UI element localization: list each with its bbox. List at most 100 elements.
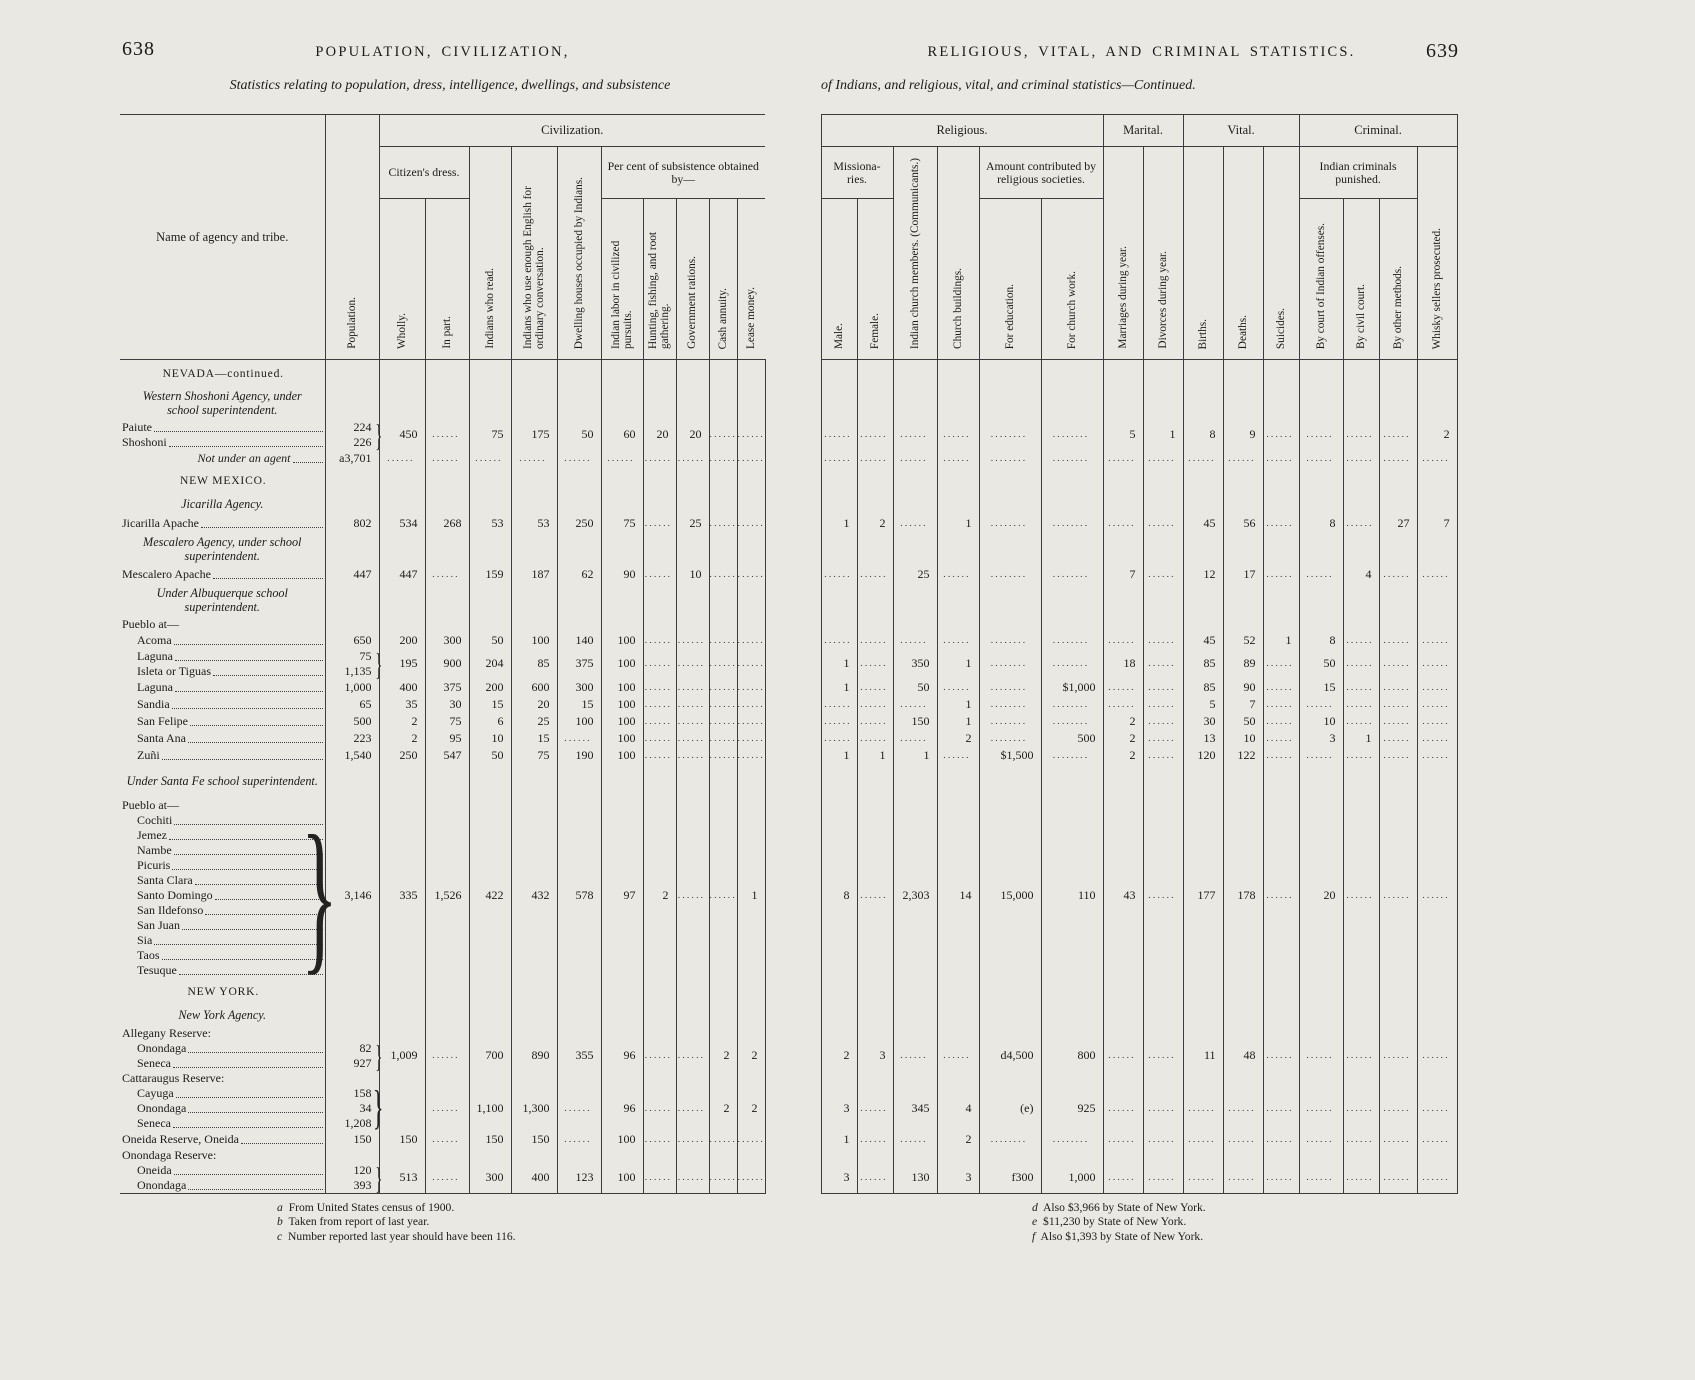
col-header-dwellings: Dwelling houses occupied by Indians. bbox=[556, 146, 601, 360]
cell-labor: ...... bbox=[600, 449, 643, 467]
cell-labor: 96 bbox=[600, 1085, 643, 1131]
gutter-cell bbox=[764, 729, 822, 747]
cell-value: 1,100 bbox=[476, 1100, 504, 1115]
cell-civil: 4 bbox=[1342, 565, 1380, 583]
cell-value: 35 bbox=[405, 696, 418, 711]
cell-labor: 100 bbox=[600, 1162, 643, 1193]
gutter-cell bbox=[764, 565, 822, 583]
cell-value: 578 bbox=[575, 887, 594, 902]
cell-rations bbox=[675, 1070, 709, 1086]
data-row: Isleta or Tiguas 1,135 bbox=[120, 663, 1457, 679]
no-data-dots: ...... bbox=[737, 1173, 765, 1183]
no-data-dots: ...... bbox=[737, 430, 765, 440]
no-data-dots: ...... bbox=[1306, 1173, 1334, 1183]
cell-read: 159 bbox=[468, 565, 511, 583]
cell-english bbox=[510, 1025, 557, 1041]
row-name-cell: San Juan bbox=[120, 918, 325, 933]
cell-members: 150 bbox=[892, 712, 937, 730]
cell-value: 15 bbox=[1323, 679, 1336, 694]
cell-female bbox=[856, 531, 893, 566]
no-data-dots: ...... bbox=[860, 1103, 888, 1114]
cell-deaths bbox=[1222, 582, 1264, 617]
cell-value: 62 bbox=[581, 566, 594, 581]
cell-church-work bbox=[1040, 492, 1104, 515]
bottom-rule-cell bbox=[425, 1192, 469, 1194]
cell-male bbox=[820, 616, 857, 632]
no-data-dots: ...... bbox=[677, 699, 706, 710]
cell-value: 355 bbox=[575, 1048, 594, 1062]
cell-in-part: ...... bbox=[424, 1162, 469, 1193]
cell-church-work bbox=[1040, 1025, 1104, 1041]
cell-members bbox=[892, 466, 937, 493]
cell-deaths: 48 bbox=[1222, 1040, 1264, 1071]
cell-female: ...... bbox=[856, 419, 893, 450]
cell-female bbox=[856, 616, 893, 632]
dot-leader bbox=[174, 690, 323, 692]
cell-hunting: ...... bbox=[642, 565, 676, 583]
row-name-cell: Allegany Reserve: bbox=[120, 1026, 325, 1041]
cell-members: ...... bbox=[892, 631, 937, 649]
cell-divorces bbox=[1142, 797, 1184, 813]
cell-wholly: } 195 bbox=[375, 648, 425, 680]
bottom-rule-cell bbox=[601, 1192, 643, 1194]
cell-read: 200 bbox=[468, 678, 511, 696]
cell-education bbox=[978, 531, 1041, 566]
cell-in-part: 75 bbox=[424, 712, 469, 730]
tribe-name: Cochiti bbox=[137, 812, 173, 827]
cell-annuity bbox=[708, 616, 737, 632]
cell-wholly bbox=[378, 977, 425, 1004]
no-data-dots: ...... bbox=[1266, 518, 1294, 529]
cell-value: 10 bbox=[1323, 713, 1336, 728]
cell-other: ...... bbox=[1378, 631, 1418, 649]
gutter-cell bbox=[764, 385, 822, 420]
cell-lease: ...... bbox=[736, 1162, 765, 1193]
group-religious: Religious. bbox=[820, 114, 1104, 147]
cell-value: 45 bbox=[1203, 632, 1216, 647]
group-vital: Vital. bbox=[1182, 114, 1300, 147]
no-data-dots: ...... bbox=[860, 682, 888, 693]
cell-births: 13 bbox=[1182, 729, 1224, 747]
row-name-cell: Seneca bbox=[120, 1056, 325, 1071]
no-data-dots: ...... bbox=[1346, 699, 1374, 710]
cell-court: ...... bbox=[1298, 695, 1344, 713]
cell-dwellings: 375 bbox=[556, 648, 601, 679]
cell-court: ...... bbox=[1298, 565, 1344, 583]
cell-suicides bbox=[1262, 763, 1300, 798]
header-groups-row: Name of agency and tribe. Population. Ci… bbox=[120, 114, 1458, 360]
cell-civil bbox=[1342, 1070, 1380, 1086]
cell-value: 50 bbox=[491, 747, 504, 762]
cell-hunting: 2 bbox=[642, 812, 676, 978]
no-data-dots: ...... bbox=[1346, 1103, 1374, 1114]
cell-rations bbox=[675, 797, 709, 813]
cell-marriages: 43 bbox=[1102, 812, 1144, 978]
cell-wholly bbox=[378, 582, 425, 617]
cell-population: 500 bbox=[324, 712, 379, 730]
agency-row: Mescalero Agency, under school superinte… bbox=[120, 531, 1458, 566]
group-label-row: Onondaga Reserve: bbox=[120, 1147, 1458, 1163]
cell-labor bbox=[600, 1147, 643, 1163]
row-name-cell: Santa Clara bbox=[120, 873, 325, 888]
cell-members bbox=[892, 977, 937, 1004]
cell-value: 250 bbox=[399, 747, 418, 762]
cell-lease bbox=[736, 492, 765, 515]
cell-dwellings: 15 bbox=[556, 695, 601, 713]
cell-value: 50 bbox=[491, 632, 504, 647]
footnote: c Number reported last year should have … bbox=[277, 1229, 516, 1243]
no-data-dots: ...... bbox=[677, 1051, 706, 1061]
cell-hunting: ...... bbox=[642, 631, 676, 649]
row-name-cell: Santo Domingo bbox=[120, 888, 325, 903]
cell-other: ...... bbox=[1378, 812, 1418, 978]
no-data-dots: ...... bbox=[1383, 635, 1411, 646]
cell-deaths bbox=[1222, 359, 1264, 386]
cell-deaths bbox=[1222, 1003, 1264, 1026]
cell-population bbox=[324, 531, 379, 566]
cell-dwellings: 100 bbox=[556, 712, 601, 730]
cell-rations bbox=[675, 1147, 709, 1163]
no-data-dots: ...... bbox=[1383, 569, 1411, 580]
no-data-dots: ...... bbox=[644, 635, 673, 646]
no-data-dots: ...... bbox=[432, 569, 460, 580]
bottom-rule-cell bbox=[1417, 1192, 1458, 1194]
cell-members bbox=[892, 531, 937, 566]
cell-value: 2 bbox=[723, 1100, 730, 1115]
cell-value: 223 bbox=[353, 730, 372, 745]
